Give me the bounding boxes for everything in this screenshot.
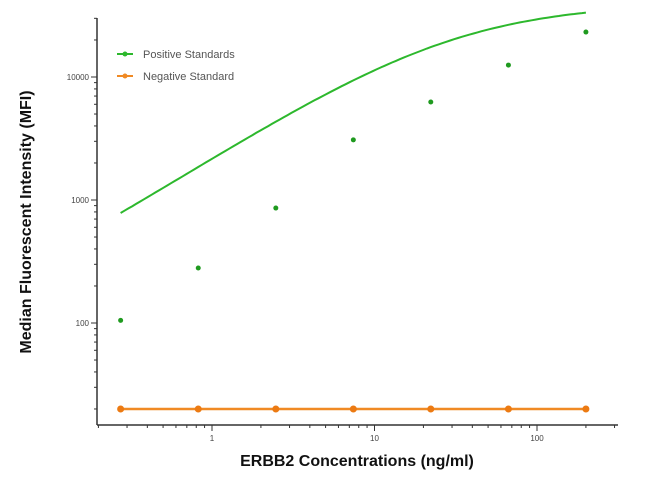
positive-data-point <box>195 265 201 271</box>
positive-data-point <box>350 137 356 143</box>
negative-data-point <box>582 405 590 413</box>
positive-data-point <box>118 317 124 323</box>
legend-label: Negative Standard <box>143 71 234 83</box>
legend: Positive Standards Negative Standard <box>117 49 235 83</box>
negative-data-point <box>194 405 202 413</box>
positive-data-point <box>505 62 511 68</box>
x-tick-label: 100 <box>530 434 544 443</box>
y-tick-label: 10000 <box>67 73 90 82</box>
negative-data-point <box>349 405 357 413</box>
legend-swatch-marker <box>122 73 128 79</box>
y-tick-label: 100 <box>76 319 90 328</box>
y-tick-label: 1000 <box>71 196 89 205</box>
x-tick-label: 1 <box>210 434 215 443</box>
legend-label: Positive Standards <box>143 49 235 61</box>
axes: 100 1000 10000 1 10 100 <box>67 17 618 443</box>
negative-data-point <box>272 405 280 413</box>
positive-fit-curve <box>120 11 587 214</box>
y-axis-title: Median Fluorescent Intensity (MFI) <box>18 90 35 353</box>
x-tick-label: 10 <box>370 434 379 443</box>
x-ticks: 1 10 100 <box>97 425 616 443</box>
y-ticks: 100 1000 10000 <box>67 17 97 410</box>
x-axis-title: ERBB2 Concentrations (ng/ml) <box>240 453 474 470</box>
series-layer <box>117 11 590 413</box>
negative-data-point <box>117 405 125 413</box>
positive-data-point <box>428 99 434 105</box>
negative-data-point <box>427 405 435 413</box>
positive-data-point <box>583 29 589 35</box>
positive-data-point <box>273 205 279 211</box>
negative-data-point <box>504 405 512 413</box>
legend-swatch-marker <box>122 51 128 57</box>
